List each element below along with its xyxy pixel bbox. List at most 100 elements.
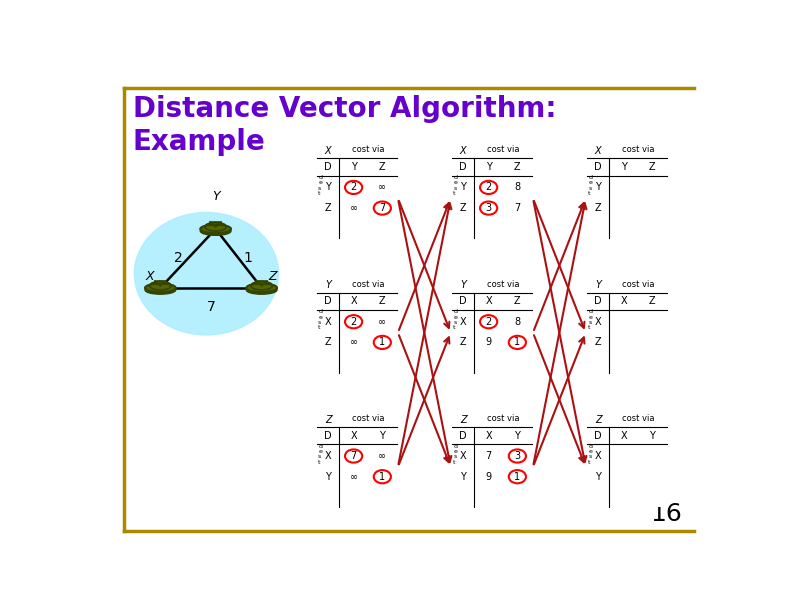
Text: d
e
s
t: d e s t (588, 309, 592, 330)
Text: Y: Y (379, 431, 385, 441)
Text: 1: 1 (379, 337, 386, 348)
Text: Y: Y (460, 280, 466, 290)
Text: ∞: ∞ (349, 203, 358, 213)
Ellipse shape (200, 227, 231, 235)
Text: Y: Y (485, 162, 492, 172)
Text: D: D (459, 162, 467, 172)
Text: X: X (620, 296, 627, 307)
Text: X: X (350, 431, 357, 441)
Text: Y: Y (211, 190, 219, 203)
FancyBboxPatch shape (317, 427, 397, 507)
Text: D: D (324, 162, 332, 172)
Text: Z: Z (460, 337, 466, 348)
Text: Z: Z (325, 337, 331, 348)
Text: Z: Z (325, 414, 331, 425)
Text: d
e
s
t: d e s t (588, 444, 592, 465)
Text: X: X (350, 296, 357, 307)
Text: Z: Z (325, 203, 331, 213)
Text: 3: 3 (514, 451, 520, 461)
Text: D: D (594, 431, 602, 441)
Text: 7: 7 (351, 451, 356, 461)
Text: ∞: ∞ (379, 182, 386, 192)
Text: 2: 2 (351, 182, 356, 192)
Text: Z: Z (649, 296, 656, 307)
Text: X: X (325, 146, 331, 156)
FancyBboxPatch shape (452, 159, 531, 239)
Ellipse shape (205, 223, 227, 231)
Text: Z: Z (379, 296, 386, 307)
Text: X: X (146, 270, 154, 283)
Text: cost via: cost via (352, 414, 384, 423)
Text: X: X (325, 451, 331, 461)
Text: Y: Y (326, 182, 331, 192)
Text: Z: Z (379, 162, 386, 172)
Text: 1: 1 (243, 252, 253, 266)
Ellipse shape (135, 212, 279, 335)
Text: cost via: cost via (487, 146, 520, 154)
FancyBboxPatch shape (317, 293, 397, 373)
Text: D: D (324, 296, 332, 307)
Text: 2: 2 (485, 182, 492, 192)
Text: D: D (324, 431, 332, 441)
Text: Y: Y (326, 472, 331, 482)
Text: d
e
s
t: d e s t (453, 309, 457, 330)
Ellipse shape (145, 286, 176, 294)
Text: cost via: cost via (622, 146, 654, 154)
Ellipse shape (246, 283, 277, 292)
Text: d
e
s
t: d e s t (318, 175, 322, 196)
Text: X: X (460, 451, 466, 461)
Text: D: D (594, 296, 602, 307)
Text: Z: Z (595, 414, 601, 425)
Ellipse shape (145, 283, 176, 292)
Ellipse shape (246, 286, 277, 294)
Text: ∞: ∞ (379, 317, 386, 327)
Text: Y: Y (621, 162, 626, 172)
Text: 9: 9 (485, 337, 492, 348)
Text: Z: Z (595, 203, 601, 213)
Text: 7: 7 (485, 451, 492, 461)
Text: D: D (459, 431, 467, 441)
Text: Z: Z (649, 162, 656, 172)
Text: Y: Y (595, 280, 601, 290)
Text: Z: Z (595, 337, 601, 348)
Text: Z: Z (268, 270, 276, 283)
Text: d
e
s
t: d e s t (453, 175, 457, 196)
Text: D: D (594, 162, 602, 172)
Text: Distance Vector Algorithm:: Distance Vector Algorithm: (133, 95, 556, 122)
Text: X: X (460, 317, 466, 327)
Text: 1: 1 (514, 337, 520, 348)
Text: Z: Z (514, 162, 520, 172)
Text: X: X (595, 451, 601, 461)
Text: X: X (595, 146, 601, 156)
Text: Z: Z (460, 203, 466, 213)
Text: 7: 7 (379, 203, 386, 213)
Text: Y: Y (351, 162, 356, 172)
Text: Y: Y (596, 182, 601, 192)
Text: ∞: ∞ (379, 451, 386, 461)
Text: X: X (620, 431, 627, 441)
Text: cost via: cost via (622, 414, 654, 423)
Ellipse shape (251, 282, 272, 290)
Text: d
e
s
t: d e s t (318, 444, 322, 465)
FancyBboxPatch shape (587, 293, 667, 373)
Text: 7: 7 (207, 300, 215, 314)
Text: Y: Y (460, 472, 466, 482)
Text: X: X (325, 317, 331, 327)
Text: 16: 16 (650, 502, 682, 526)
Text: d
e
s
t: d e s t (453, 444, 457, 465)
Text: cost via: cost via (487, 280, 520, 289)
Text: 1: 1 (514, 472, 520, 482)
Text: 9: 9 (485, 472, 492, 482)
Text: Z: Z (460, 414, 466, 425)
Text: D: D (459, 296, 467, 307)
Text: 8: 8 (514, 182, 520, 192)
FancyBboxPatch shape (452, 293, 531, 373)
Text: Y: Y (460, 182, 466, 192)
Text: d
e
s
t: d e s t (588, 175, 592, 196)
Text: X: X (485, 431, 492, 441)
Text: Z: Z (514, 296, 520, 307)
Text: cost via: cost via (487, 414, 520, 423)
Text: Y: Y (649, 431, 655, 441)
Text: cost via: cost via (622, 280, 654, 289)
Ellipse shape (200, 225, 231, 233)
